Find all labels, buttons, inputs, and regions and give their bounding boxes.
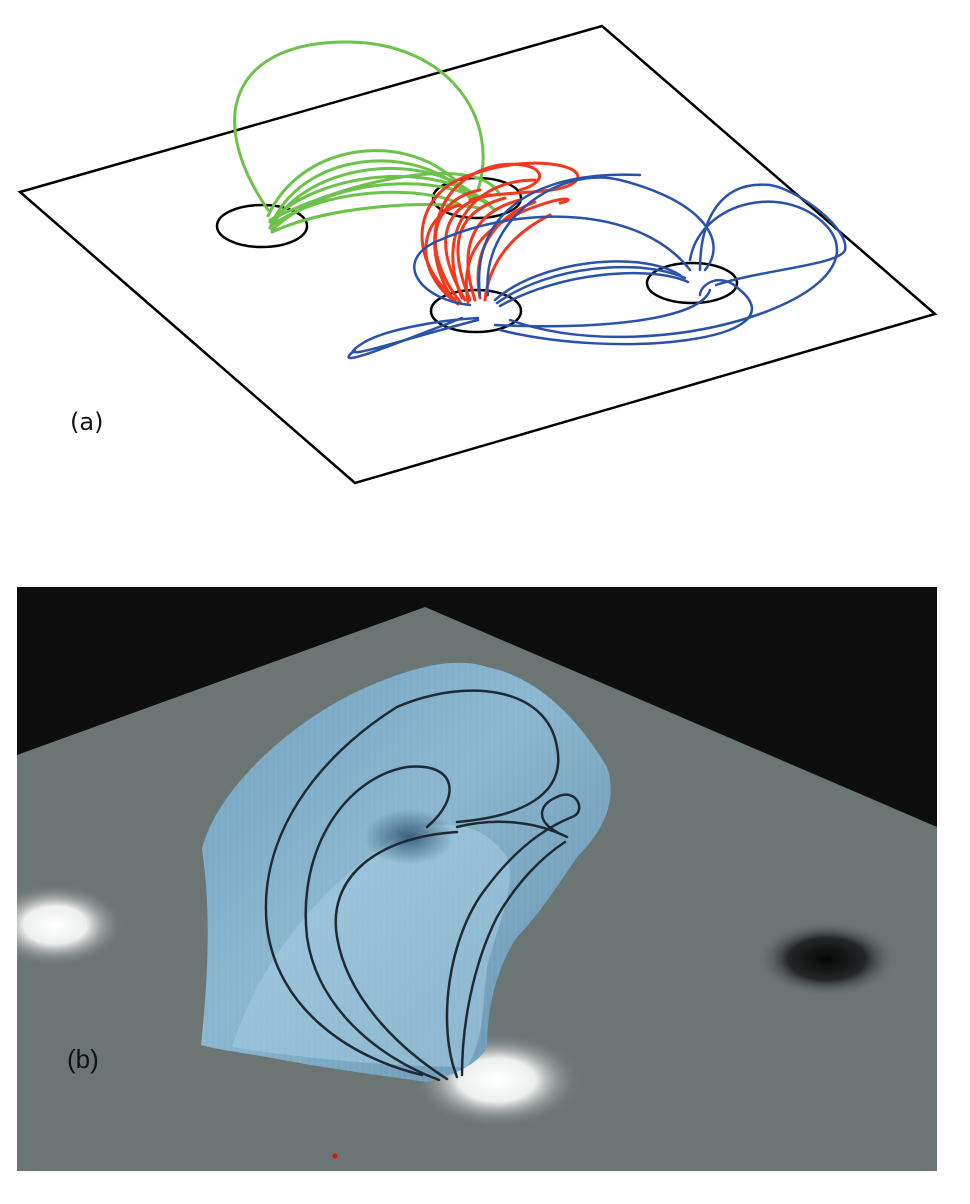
photosphere-plane (17, 24, 938, 485)
dome-field-lines (264, 689, 581, 1082)
green-field-lines (233, 40, 502, 234)
dark-spot (757, 921, 897, 997)
panel-b-figure: (b) (17, 587, 937, 1171)
dome-dip (364, 809, 454, 865)
sunspot-outline-4 (645, 261, 739, 305)
panel-b-label: (b) (67, 1044, 99, 1074)
blue-field-lines (347, 173, 847, 360)
panel-a-figure: (a) (17, 24, 938, 485)
panel-a: (a) (0, 0, 970, 520)
sunspot-outline-1 (215, 203, 309, 249)
panel-a-label: (a) (70, 408, 103, 436)
sunspot-outline-3 (429, 288, 523, 334)
bright-spot-left (17, 883, 125, 967)
red-dot (332, 1153, 338, 1159)
panel-b: (b) (17, 587, 937, 1171)
